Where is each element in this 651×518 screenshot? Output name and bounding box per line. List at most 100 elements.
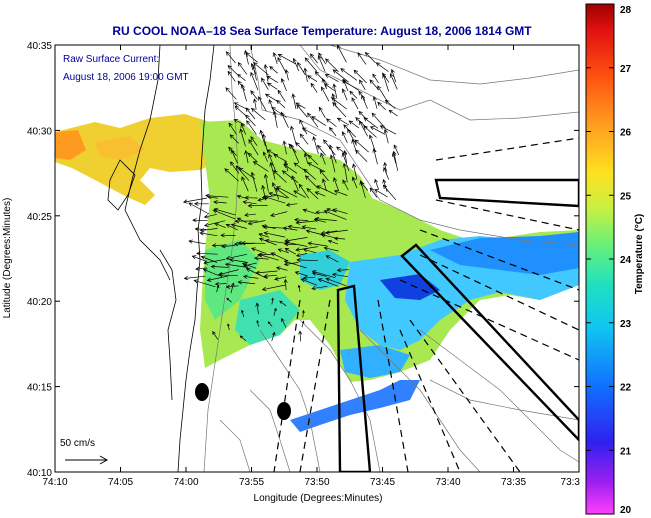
current-arrow (299, 119, 308, 135)
current-arrow (271, 297, 274, 305)
radar-beam-lines (273, 137, 579, 472)
current-arrow (384, 99, 396, 109)
current-arrow (284, 69, 289, 81)
current-arrow (277, 248, 290, 254)
current-arrow (301, 320, 305, 328)
current-arrow (290, 125, 297, 145)
current-arrow (220, 233, 236, 238)
current-arrow (229, 134, 239, 144)
current-arrow (352, 163, 358, 180)
current-arrow (277, 89, 286, 102)
current-arrow (277, 57, 287, 73)
current-arrow (312, 136, 319, 155)
current-arrow (248, 139, 259, 156)
current-arrow (256, 319, 259, 327)
map-plot-area[interactable] (55, 45, 579, 472)
x-tick-label: 73:3 (561, 477, 581, 488)
colorbar-tick-label: 23 (620, 319, 632, 330)
colorbar-tick-label: 21 (620, 446, 632, 457)
current-arrow (203, 258, 226, 265)
current-arrow (214, 222, 226, 229)
current-arrow (361, 94, 368, 109)
current-arrow (259, 129, 266, 147)
current-arrow (283, 278, 288, 291)
current-arrow (269, 161, 276, 180)
current-arrow (224, 262, 249, 268)
current-arrow (320, 233, 338, 239)
current-arrow (227, 323, 230, 331)
current-arrow (191, 255, 207, 262)
current-arrow (240, 83, 247, 102)
current-arrow (307, 154, 319, 165)
current-arrow (234, 105, 247, 117)
current-arrow (333, 177, 340, 192)
current-arrow (341, 131, 348, 144)
current-arrow (236, 217, 247, 224)
current-arrow (359, 79, 366, 90)
current-arrow (307, 112, 319, 128)
current-arrow (336, 117, 349, 126)
current-arrow (225, 253, 247, 261)
current-arrow (241, 240, 266, 246)
current-arrow (230, 223, 247, 229)
current-arrow (263, 173, 269, 192)
y-tick-label: 40:30 (27, 126, 52, 137)
current-arrow (277, 54, 296, 65)
current-arrow (245, 107, 256, 120)
current-arrow (224, 168, 239, 182)
y-axis: 40:35 40:30 40:25 40:20 40:15 40:10 Latitude … (2, 41, 579, 479)
current-arrow (377, 101, 387, 111)
current-arrow (325, 277, 347, 287)
current-arrow (300, 278, 318, 286)
current-arrow (202, 268, 219, 276)
radar-site-marker (277, 402, 291, 420)
current-arrow (254, 256, 269, 261)
current-arrow (347, 128, 357, 146)
current-arrow (303, 152, 309, 164)
colorbar-tick-label: 25 (620, 191, 632, 202)
current-arrow (262, 151, 268, 162)
current-arrow (230, 282, 235, 294)
colorbar-tick-label: 28 (620, 5, 632, 16)
current-arrow (318, 106, 326, 119)
current-arrow (351, 97, 359, 110)
current-arrow (295, 220, 316, 225)
current-arrow (274, 276, 287, 281)
x-tick-label: 73:55 (239, 477, 264, 488)
current-arrow (273, 169, 287, 183)
current-arrow (193, 201, 209, 206)
colorbar-label: Temperature (°C) (634, 214, 645, 295)
current-arrow (285, 202, 298, 207)
current-arrow (316, 185, 337, 196)
current-arrow (213, 200, 227, 205)
current-arrow (250, 107, 266, 121)
current-arrow (321, 178, 327, 192)
current-arrow (331, 97, 348, 110)
current-arrow (359, 180, 366, 198)
current-arrow (372, 148, 378, 165)
current-arrow (233, 119, 246, 126)
current-arrow (323, 210, 347, 220)
current-arrow (214, 281, 227, 287)
current-arrow (295, 141, 309, 156)
current-arrow (323, 83, 336, 92)
current-arrow (237, 280, 256, 285)
current-arrow (272, 110, 278, 128)
current-arrow (247, 152, 258, 163)
current-arrow (390, 68, 397, 83)
y-tick-label: 40:20 (27, 297, 52, 308)
current-arrow (388, 109, 398, 117)
current-arrow (329, 144, 337, 164)
current-arrow (323, 246, 339, 252)
current-arrow (194, 226, 207, 232)
current-arrow (321, 86, 330, 102)
current-arrow (263, 195, 286, 204)
current-arrow (226, 297, 232, 303)
colorbar-tick-label: 26 (620, 128, 632, 139)
current-arrow (250, 90, 258, 100)
current-arrow (333, 190, 348, 196)
current-arrow (307, 162, 326, 173)
sst-color-field (55, 114, 579, 432)
current-arrow (382, 73, 390, 92)
current-arrow (221, 244, 236, 249)
